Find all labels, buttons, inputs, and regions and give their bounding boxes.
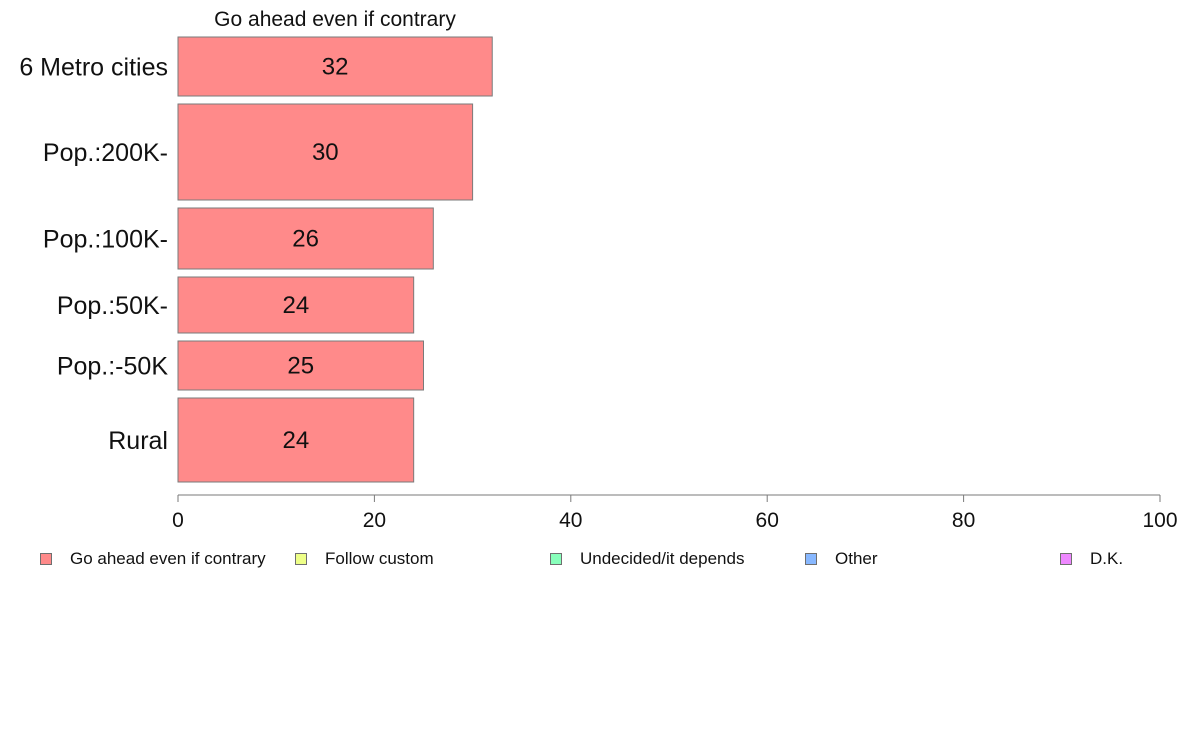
data-label-pop-100k: 26 (292, 226, 319, 253)
x-axis: 0 20 40 60 80 100 (172, 494, 1178, 532)
legend-swatch-dk (1060, 553, 1072, 565)
category-label-6-metro-cities: 6 Metro cities (19, 54, 168, 82)
data-label-pop-50k: 24 (282, 292, 309, 319)
category-label-pop-50k: Pop.:-50K (57, 353, 169, 381)
category-label-pop-200k: Pop.:200K- (43, 139, 168, 167)
x-tick-label-80: 80 (952, 509, 975, 532)
bars-group: 32 6 Metro cities 30 Pop.:200K- 26 Pop.:100K-… (19, 36, 493, 483)
category-label-pop-100k: Pop.:100K- (43, 226, 168, 254)
bar-pop-50k (177, 276, 415, 334)
x-tick-label-20: 20 (363, 509, 386, 532)
bar-chart: Go ahead even if contrary 32 6 Metro citi… (19, 8, 1178, 532)
bar-rural (177, 397, 415, 483)
data-label-rural: 24 (282, 427, 309, 454)
x-tick-label-60: 60 (756, 509, 779, 532)
legend-label-follow-custom: Follow custom (325, 549, 434, 568)
data-label-pop-50k: 25 (287, 353, 314, 380)
legend-item-dk: D.K. (1060, 548, 1123, 570)
legend-label-go-ahead: Go ahead even if contrary (70, 549, 266, 568)
bar-pop-50k (177, 340, 424, 391)
x-tick-label-0: 0 (172, 509, 184, 532)
legend-swatch-other (805, 553, 817, 565)
x-tick-label-40: 40 (559, 509, 582, 532)
legend-swatch-follow-custom (295, 553, 307, 565)
legend-label-other: Other (835, 549, 878, 568)
legend: Go ahead even if contrary Follow custom … (0, 548, 1188, 572)
legend-label-undecided: Undecided/it depends (580, 549, 745, 568)
legend-item-undecided: Undecided/it depends (550, 548, 744, 570)
legend-swatch-go-ahead (40, 553, 52, 565)
legend-item-other: Other (805, 548, 878, 570)
bar-6-metro-cities (177, 36, 493, 97)
data-label-pop-200k: 30 (312, 139, 339, 166)
legend-item-go-ahead: Go ahead even if contrary (40, 548, 266, 570)
legend-swatch-undecided (550, 553, 562, 565)
bar-pop-100k (177, 207, 434, 270)
x-tick-label-100: 100 (1142, 509, 1177, 532)
bar-pop-200k (177, 103, 474, 201)
legend-label-dk: D.K. (1090, 549, 1124, 568)
category-label-rural: Rural (108, 427, 168, 455)
legend-item-follow-custom: Follow custom (295, 548, 434, 570)
category-label-pop-50k: Pop.:50K- (57, 292, 168, 320)
chart-title: Go ahead even if contrary (214, 8, 456, 31)
data-label-6-metro-cities: 32 (322, 54, 349, 81)
